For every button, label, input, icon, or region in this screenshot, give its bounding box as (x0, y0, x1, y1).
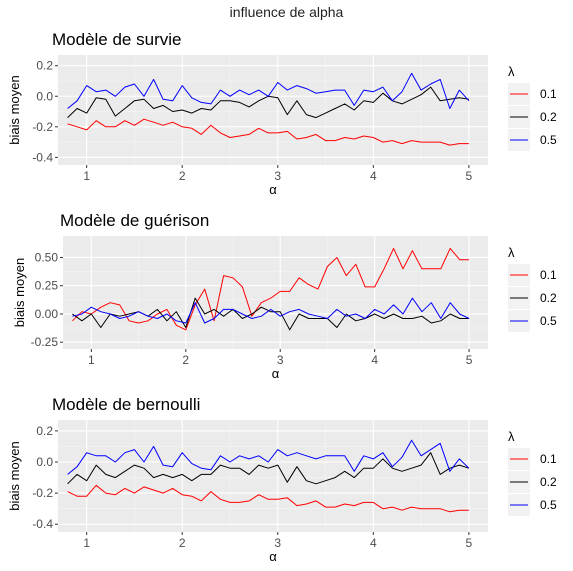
series-line-0-1 (67, 484, 469, 513)
y-axis-label: biais moyen (12, 258, 27, 327)
figure-title: influence de alpha (230, 4, 344, 20)
legend-label: 0.2 (540, 110, 557, 124)
series-line-0-5 (67, 439, 470, 475)
legend-title: λ (508, 64, 515, 79)
x-tick-label: 5 (466, 169, 473, 183)
legend-label: 0.1 (540, 268, 557, 282)
legend-label: 0.5 (540, 314, 557, 328)
y-tick-label: 0.2 (36, 424, 53, 438)
y-tick-label: -0.4 (32, 517, 53, 531)
legend-title: λ (508, 245, 515, 260)
panel-2: 1 2 3 4 5 -0.25 0.00 0.25 0.50 Modèle de guérison… (12, 211, 557, 381)
y-tick-label: 0.25 (35, 279, 59, 293)
panel-title: Modèle de survie (52, 30, 181, 49)
legend-label: 0.2 (540, 475, 557, 489)
y-axis-label: biais moyen (7, 75, 22, 144)
plot-background (58, 420, 488, 532)
y-tick-label: -0.2 (32, 486, 53, 500)
series-line-0-1 (67, 118, 469, 146)
plot-background (63, 236, 488, 349)
x-tick-label: 5 (466, 353, 473, 367)
panel-3: 1 2 3 4 5 -0.4 -0.2 0.0 0.2 Modèle de bernoulli α b… (7, 395, 557, 564)
series-line-0-5 (72, 297, 470, 324)
x-tick-label: 2 (179, 169, 186, 183)
y-tick-label: 0.50 (35, 250, 59, 264)
y-tick-label: 0.0 (36, 455, 53, 469)
legend-label: 0.5 (540, 498, 557, 512)
legend-label: 0.1 (540, 452, 557, 466)
x-tick-label: 1 (83, 169, 90, 183)
x-tick-label: 2 (179, 536, 186, 550)
x-tick-label: 4 (370, 536, 377, 550)
y-axis-label: biais moyen (7, 441, 22, 510)
legend: λ 0.1 0.2 0.5 (508, 64, 557, 151)
series-line-0-2 (67, 452, 470, 485)
panel-1: 1 2 3 4 5 -0.4 -0.2 0.0 0.2 Modèle de survie α biai… (7, 30, 557, 197)
legend: λ 0.1 0.2 0.5 (508, 245, 557, 332)
legend-label: 0.1 (540, 87, 557, 101)
panel-title: Modèle de guérison (60, 211, 209, 230)
plot-background (58, 55, 488, 165)
y-tick-label: 0.2 (36, 59, 53, 73)
panel-title: Modèle de bernoulli (52, 395, 200, 414)
legend-title: λ (508, 429, 515, 444)
x-tick-label: 3 (274, 169, 281, 183)
legend: λ 0.1 0.2 0.5 (508, 429, 557, 516)
x-tick-label: 2 (182, 353, 189, 367)
y-tick-label: -0.2 (32, 120, 53, 134)
x-tick-label: 4 (370, 169, 377, 183)
x-tick-label: 5 (466, 536, 473, 550)
x-axis-label: α (269, 182, 277, 197)
x-tick-label: 1 (83, 536, 90, 550)
y-tick-label: -0.25 (31, 335, 59, 349)
x-tick-label: 3 (274, 536, 281, 550)
x-tick-label: 1 (88, 353, 95, 367)
y-tick-label: -0.4 (32, 150, 53, 164)
y-tick-label: 0.0 (36, 89, 53, 103)
series-line-0-5 (67, 72, 470, 109)
x-axis-label: α (272, 366, 280, 381)
y-tick-label: 0.00 (35, 307, 59, 321)
series-line-0-1 (72, 247, 470, 331)
x-tick-label: 4 (371, 353, 378, 367)
x-tick-label: 3 (277, 353, 284, 367)
x-axis-label: α (269, 549, 277, 564)
legend-label: 0.5 (540, 133, 557, 147)
legend-label: 0.2 (540, 291, 557, 305)
